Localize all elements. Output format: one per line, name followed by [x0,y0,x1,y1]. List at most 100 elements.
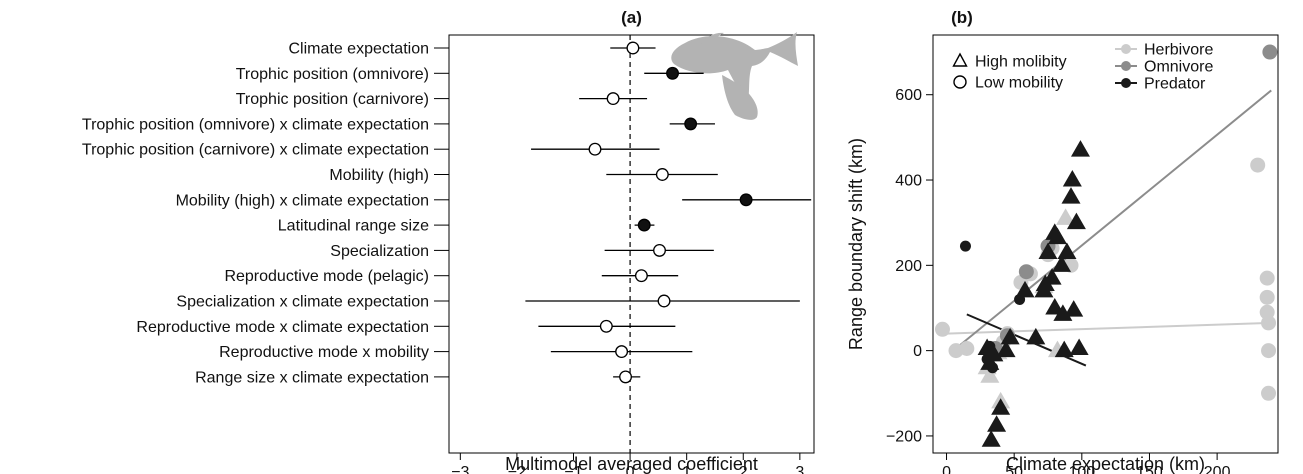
coefficient-point [666,66,679,80]
panel-b-x-axis-label: Climate expectation (km) [1006,454,1205,474]
trophic-legend-label: Omnivore [1144,59,1213,76]
coefficient-rows: Climate expectation Trophic position (omn… [82,41,812,386]
panel-a-label: (a) [621,8,642,27]
legend-dot-swatch [1121,61,1131,71]
panel-b-frame [932,34,1279,454]
y-tick-label: 200 [895,258,922,275]
row-label: Range size x climate expectation [195,369,429,386]
coefficient-point [637,218,651,232]
x-tick-label: 3 [795,464,804,474]
row-label: Trophic position (carnivore) x climate e… [82,142,429,159]
y-tick-label: 600 [895,87,922,104]
point-predator-triangle [981,430,1001,447]
row-label: Climate expectation [288,41,429,58]
coefficient-row: Trophic position (carnivore) [236,91,648,108]
coefficient-point [634,269,648,283]
trophic-legend-label: Herbivore [1144,42,1213,59]
x-tick-label: 1 [682,464,691,474]
y-tick-label: −200 [886,428,922,445]
scatter-points [934,44,1278,447]
point-predator-triangle [1038,242,1058,260]
y-tick-label: 0 [913,343,922,360]
legend-dot-swatch [1121,44,1131,54]
row-label: Trophic position (omnivore) x climate ex… [82,116,429,133]
row-label: Specialization x climate expectation [176,294,429,311]
point-predator-triangle [1061,187,1081,204]
point-predator-triangle [1015,280,1035,298]
legend-triangle-icon [952,52,968,67]
coefficient-row: Reproductive mode (pelagic) [224,268,679,285]
point-predator-circle [959,240,971,252]
point-predator-triangle [1062,170,1082,187]
coefficient-row: Trophic position (omnivore) x climate ex… [82,116,715,133]
coefficient-row: Latitudinal range size [278,218,655,235]
point-herbivore-circle [959,341,975,356]
x-tick-label: −2 [508,464,526,474]
row-label: Mobility (high) x climate expectation [176,192,429,209]
point-herbivore-circle [1259,289,1275,305]
coefficient-row: Trophic position (omnivore) [236,66,704,83]
x-tick-label: 0 [942,464,951,474]
coefficient-point [653,243,666,257]
row-label: Trophic position (omnivore) [236,66,429,83]
point-omnivore-circle [1262,44,1278,60]
point-predator-triangle [1054,340,1074,358]
coefficient-row: Mobility (high) x climate expectation [176,192,812,209]
x-tick-label: −3 [451,464,469,474]
x-tick-label: 2 [739,464,748,474]
point-predator-triangle [1066,212,1086,230]
point-herbivore-circle [1261,385,1277,401]
panel-b: (b) 0 50 100 150 200 −200 0 200 400 600 Climate … [846,8,1279,474]
fit-line-omnivore [952,89,1272,352]
point-predator-triangle [987,415,1007,432]
panel-b-x-axis: 0 50 100 150 200 [942,453,1231,474]
point-herbivore-triangle [1056,208,1076,225]
coefficient-row: Range size x climate expectation [195,369,641,386]
row-label: Reproductive mode (pelagic) [224,268,429,285]
coefficient-row: Climate expectation [288,41,656,58]
point-predator-triangle [980,353,1000,370]
coefficient-point [615,345,629,359]
panel-a-frame [448,34,815,454]
point-predator-triangle [1042,268,1062,285]
coefficient-point [606,92,620,106]
coefficient-point [657,294,671,308]
point-herbivore-circle [1250,157,1266,173]
coefficient-point [739,193,753,207]
coefficient-row: Specialization [330,243,714,260]
coefficient-point [655,168,669,181]
panel-a-x-axis-label: Multimodel averaged coefficient [505,454,758,474]
point-predator-triangle [1000,327,1020,345]
x-tick-label: −1 [564,464,582,474]
coefficient-point [684,117,698,131]
mobility-legend-label: Low mobility [975,75,1063,92]
mobility-legend: High molibity Low mobility [952,52,1067,92]
coefficient-point [619,370,633,384]
point-predator-triangle [1064,300,1084,317]
point-predator-triangle [1047,227,1067,245]
point-herbivore-circle [934,321,950,337]
legend-circle-icon [953,75,967,89]
x-tick-label: 50 [1005,464,1023,474]
point-predator-triangle [1052,255,1072,272]
coefficient-row: Reproductive mode x climate expectation [136,319,676,336]
row-label: Mobility (high) [329,167,429,184]
point-predator-triangle [991,398,1011,415]
panel-b-y-axis: −200 0 200 400 600 [886,87,933,445]
x-tick-label: 150 [1136,464,1163,474]
trophic-legend-label: Predator [1144,76,1206,93]
point-predator-triangle [996,340,1016,358]
panel-b-label: (b) [951,8,973,27]
coefficient-row: Specialization x climate expectation [176,294,800,311]
panel-b-y-axis-label: Range boundary shift (km) [846,138,866,350]
row-label: Trophic position (carnivore) [236,91,429,108]
row-label: Reproductive mode x mobility [219,344,429,361]
point-predator-triangle [984,344,1004,362]
mobility-legend-label: High molibity [975,54,1067,71]
point-predator-triangle [1053,304,1073,321]
point-predator-triangle [1026,327,1046,345]
coefficient-row: Reproductive mode x mobility [219,344,693,361]
point-herbivore-circle [1259,270,1275,286]
point-predator-triangle [1069,338,1089,355]
